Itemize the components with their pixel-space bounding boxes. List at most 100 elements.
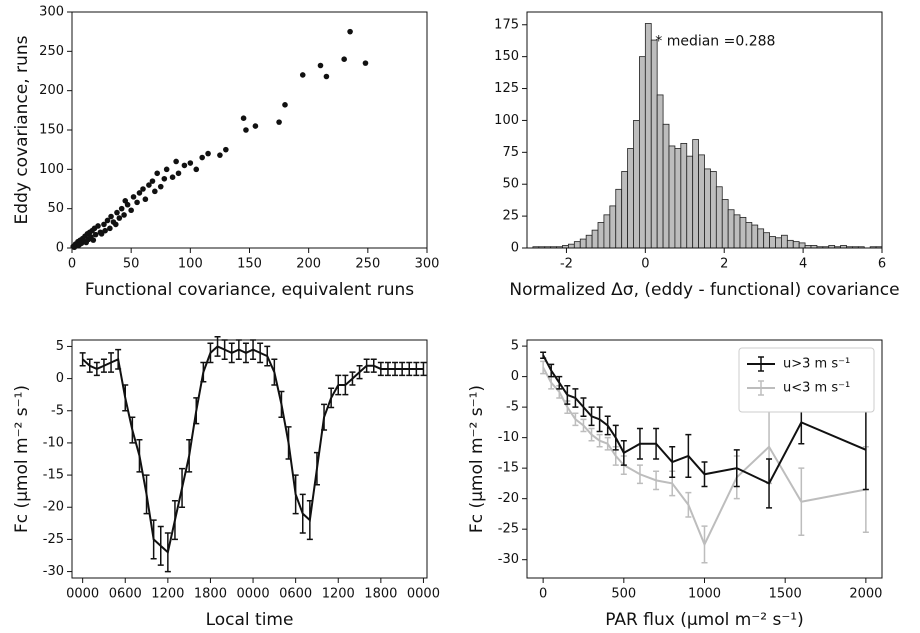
- point: [95, 223, 101, 229]
- y-tick-label: -10: [498, 430, 519, 445]
- annotation: * median =0.288: [655, 33, 775, 49]
- y-tick-label: 125: [494, 81, 519, 96]
- bar: [769, 236, 776, 249]
- y-tick-label: 0: [511, 241, 519, 256]
- y-tick-label: 300: [39, 5, 64, 20]
- x-tick-label: 300: [415, 257, 440, 272]
- x-tick-label: 100: [178, 257, 203, 272]
- bar: [597, 222, 605, 249]
- point: [124, 201, 131, 208]
- y-axis-label: Eddy covariance, runs: [12, 35, 32, 224]
- bar: [698, 154, 705, 249]
- x-tick-label: 1500: [769, 587, 802, 602]
- point: [169, 174, 176, 180]
- legend-swatch-error: [758, 380, 764, 396]
- y-tick-label: 50: [502, 177, 519, 192]
- x-axis-label: Normalized Δσ, (eddy - functional) covar…: [509, 280, 899, 300]
- x-tick-label: 1000: [688, 587, 721, 602]
- x-tick-label: 150: [237, 257, 262, 272]
- point: [128, 207, 134, 214]
- point: [217, 152, 223, 158]
- x-axis-label: PAR flux (μmol m⁻² s⁻¹): [605, 610, 804, 630]
- point: [101, 221, 107, 228]
- y-tick-label: 5: [56, 339, 64, 354]
- point: [163, 166, 170, 173]
- bar: [792, 241, 800, 249]
- bar: [739, 216, 747, 249]
- bar: [727, 209, 735, 249]
- point: [104, 217, 111, 224]
- y-tick-label: 250: [39, 44, 64, 59]
- bar: [680, 142, 688, 249]
- point: [223, 146, 229, 153]
- x-tick-label: 0600: [109, 587, 142, 602]
- bar: [591, 229, 599, 249]
- y-tick-label: 0: [56, 241, 64, 256]
- point: [102, 227, 108, 234]
- bar: [668, 145, 676, 249]
- axes-frame: [71, 339, 428, 579]
- x-tick-label: 2000: [849, 587, 882, 602]
- x-axis-label: Functional covariance, equivalent runs: [85, 280, 414, 300]
- bar: [662, 123, 670, 249]
- bar: [585, 234, 593, 249]
- point: [282, 102, 288, 108]
- point: [149, 178, 156, 184]
- x-tick-label: 1200: [151, 587, 184, 602]
- line: [542, 354, 867, 485]
- x-tick-label: 0600: [279, 587, 312, 602]
- point: [243, 127, 249, 133]
- y-tick-label: -5: [506, 400, 519, 415]
- point: [161, 175, 168, 182]
- point: [118, 205, 125, 212]
- point: [130, 194, 137, 200]
- point: [108, 213, 114, 220]
- point: [92, 231, 99, 238]
- point: [142, 196, 149, 203]
- point: [240, 115, 247, 121]
- bar: [715, 186, 723, 249]
- bar: [775, 237, 782, 249]
- bar: [704, 168, 711, 249]
- point: [173, 158, 179, 165]
- y-tick-label: -25: [43, 532, 64, 547]
- line: [542, 366, 867, 547]
- point: [252, 123, 259, 129]
- bar: [615, 188, 623, 249]
- bar: [733, 214, 741, 249]
- point: [107, 225, 113, 232]
- bar: [751, 224, 759, 249]
- bar: [644, 23, 652, 249]
- bar: [721, 199, 729, 249]
- bar: [603, 214, 611, 249]
- y-tick-label: -5: [51, 403, 64, 418]
- bar: [568, 243, 575, 249]
- x-tick-label: 0000: [407, 587, 440, 602]
- x-tick-label: -2: [560, 257, 573, 272]
- error-bar: [540, 360, 547, 375]
- point: [90, 237, 97, 243]
- point: [193, 166, 200, 173]
- point: [199, 154, 205, 161]
- y-tick-label: 25: [502, 209, 519, 224]
- point: [205, 150, 211, 157]
- legend-swatch-error: [758, 356, 764, 372]
- x-tick-label: 250: [355, 257, 380, 272]
- y-tick-label: 200: [39, 83, 64, 98]
- point: [323, 73, 330, 80]
- y-tick-label: 0: [511, 369, 519, 384]
- y-tick-label: -20: [498, 491, 519, 506]
- x-tick-label: 0: [68, 257, 76, 272]
- point: [121, 212, 127, 218]
- legend-label: u>3 m s⁻¹: [783, 357, 850, 372]
- y-tick-label: 50: [47, 201, 64, 216]
- bar: [763, 232, 770, 249]
- y-tick-label: 100: [494, 113, 519, 128]
- y-tick-label: -20: [43, 500, 64, 515]
- y-axis-label: Fc (μmol m⁻² s⁻¹): [12, 385, 32, 533]
- point: [187, 160, 194, 166]
- x-tick-label: 2: [720, 257, 728, 272]
- point: [157, 183, 164, 190]
- bar: [609, 205, 617, 249]
- x-tick-label: 1200: [322, 587, 355, 602]
